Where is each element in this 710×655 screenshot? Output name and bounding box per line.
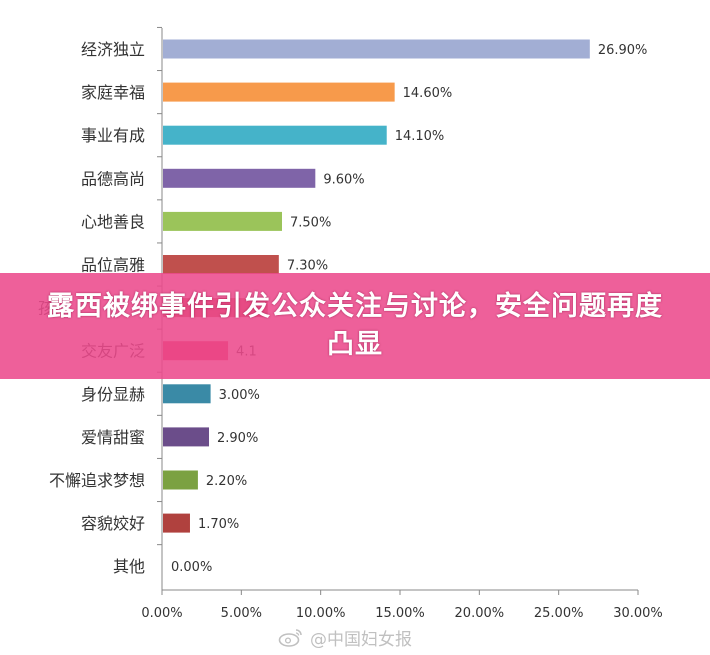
value-label: 7.30% <box>287 259 328 274</box>
value-label: 26.90% <box>598 43 648 58</box>
category-label: 经济独立 <box>81 40 145 59</box>
x-tick-label: 5.00% <box>221 606 262 621</box>
x-tick-label: 10.00% <box>296 606 346 621</box>
watermark-text: @中国妇女报 <box>310 629 412 650</box>
bar <box>163 470 198 490</box>
value-label: 2.20% <box>206 474 247 489</box>
watermark: @中国妇女报 <box>278 624 412 650</box>
value-label: 9.60% <box>323 172 364 187</box>
bar <box>163 513 190 533</box>
category-label: 品德高尚 <box>81 169 145 188</box>
category-label: 爱情甜蜜 <box>81 428 145 447</box>
headline-banner: 露西被绑事件引发公众关注与讨论，安全问题再度凸显 <box>0 273 710 379</box>
bar <box>163 427 210 447</box>
category-label: 不懈追求梦想 <box>49 471 145 490</box>
value-label: 7.50% <box>290 215 331 230</box>
category-label: 其他 <box>113 557 145 576</box>
category-label: 事业有成 <box>81 126 145 145</box>
value-label: 3.00% <box>219 388 260 403</box>
category-label: 家庭幸福 <box>81 83 145 102</box>
weibo-icon <box>278 629 302 647</box>
value-label: 14.60% <box>403 86 453 101</box>
value-label: 2.90% <box>217 431 258 446</box>
bar <box>163 125 387 145</box>
x-tick-label: 25.00% <box>534 606 584 621</box>
headline-text: 露西被绑事件引发公众关注与讨论，安全问题再度凸显 <box>47 291 663 360</box>
bar <box>163 255 279 274</box>
value-label: 0.00% <box>171 560 212 575</box>
category-label: 心地善良 <box>81 212 145 231</box>
bar <box>163 168 316 188</box>
x-tick-label: 15.00% <box>375 606 425 621</box>
bar <box>163 211 282 231</box>
x-tick-label: 30.00% <box>613 606 663 621</box>
value-label: 14.10% <box>395 129 445 144</box>
bar <box>163 39 590 59</box>
category-label: 品位高雅 <box>81 256 145 275</box>
bar <box>163 82 395 102</box>
bar <box>163 384 211 404</box>
value-label: 1.70% <box>198 517 239 532</box>
category-label: 身份显赫 <box>81 385 145 404</box>
x-tick-label: 0.00% <box>141 606 182 621</box>
category-label: 容貌姣好 <box>81 514 145 533</box>
x-tick-label: 20.00% <box>455 606 505 621</box>
